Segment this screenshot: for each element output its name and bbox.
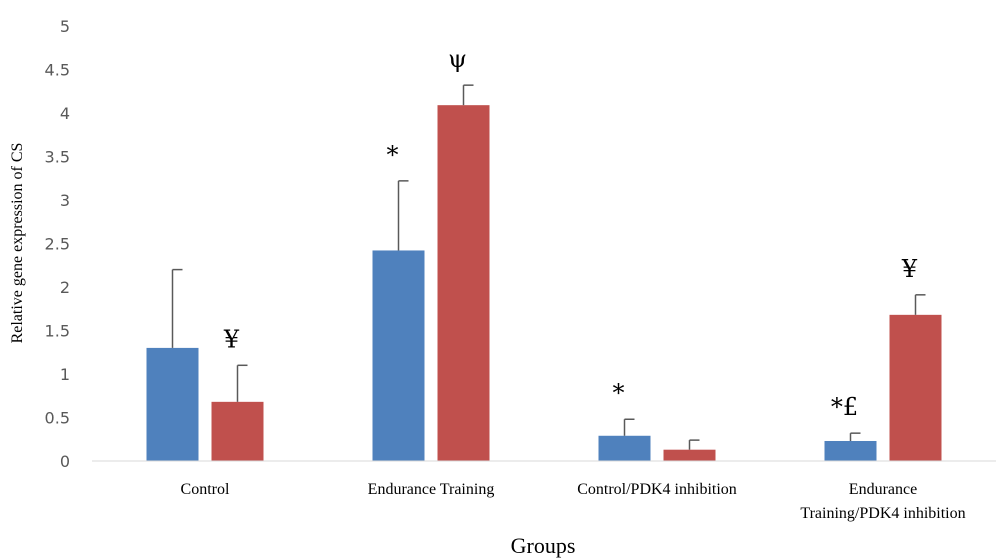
x-tick-label: Control [181,481,230,498]
y-axis-title: Relative gene expression of CS [9,143,26,344]
x-tick-label: Control/PDK4 inhibition [577,481,737,498]
bar [889,314,942,461]
y-tick-label: 5 [60,17,70,36]
bar [372,250,425,461]
y-tick-label: 3.5 [45,148,70,167]
significance-marker: *£ [831,393,858,421]
y-tick-label: 4.5 [45,61,70,80]
x-tick-label: Training/PDK4 inhibition [800,505,965,522]
bar [824,440,877,461]
significance-marker: * [613,379,625,407]
bars [146,105,942,462]
y-tick-label: 0.5 [45,409,70,428]
y-axis-ticks: 0 0.5 1 1.5 2 2.5 3 3.5 4 4.5 5 [45,17,70,471]
significance-marker: ¥ [223,325,240,353]
significance-marker: ψ [448,45,467,73]
bar [598,435,651,461]
y-tick-label: 0 [60,452,70,471]
x-tick-label: Endurance [849,481,917,498]
bar [437,105,490,462]
bar [663,449,716,461]
significance-markers: ¥ * ψ * *£ ¥ [223,45,918,421]
y-tick-label: 1 [60,365,70,384]
y-tick-label: 3 [60,191,70,210]
bar [211,401,264,461]
significance-marker: ¥ [901,255,918,283]
significance-marker: * [387,141,399,169]
y-tick-label: 2 [60,278,70,297]
bar [146,347,199,461]
y-tick-label: 2.5 [45,235,70,254]
x-axis-title: Groups [511,533,576,558]
y-tick-label: 4 [60,104,70,123]
error-bars [171,84,926,450]
x-tick-label: Endurance Training [368,481,495,498]
x-axis-ticks: Control Endurance Training Control/PDK4 in… [181,481,966,522]
y-tick-label: 1.5 [45,322,70,341]
